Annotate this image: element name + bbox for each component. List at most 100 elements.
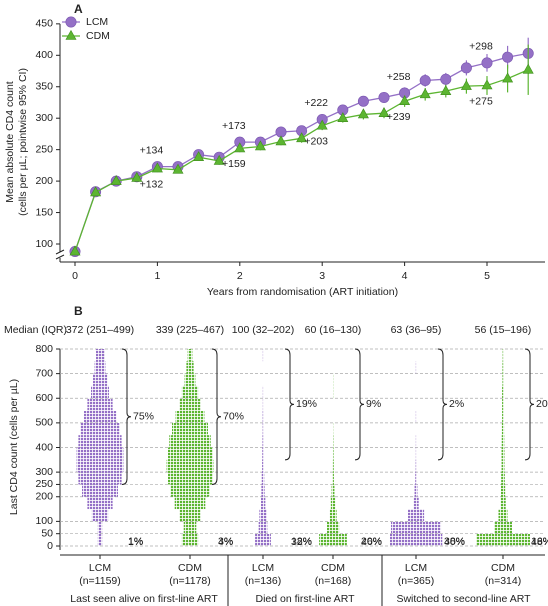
change-label: +275 (469, 95, 493, 107)
pct-label: 3% (218, 535, 233, 547)
brace (354, 348, 365, 461)
y-tick-label: 0 (47, 540, 53, 552)
dot-strip (172, 422, 208, 436)
dot-strip (332, 435, 334, 448)
group-n: (n=168) (315, 575, 351, 587)
dot-strip (415, 472, 417, 485)
panel-label: A (74, 2, 83, 16)
x-tick-label: 4 (402, 270, 408, 282)
dot-strip (91, 509, 109, 522)
group-name: LCM (405, 562, 427, 574)
dot-strip (259, 509, 267, 522)
legend-marker (65, 16, 77, 28)
y-tick-label: 150 (35, 206, 53, 218)
dot-strip (80, 422, 120, 436)
group-name: LCM (252, 562, 274, 574)
median-label: 339 (225–467) (156, 324, 224, 336)
pct-label: 9% (366, 398, 381, 410)
median-label: 372 (251–499) (66, 324, 134, 336)
point (275, 135, 287, 146)
point (460, 80, 472, 90)
dot-strip (331, 484, 335, 497)
dot-strip (332, 447, 334, 460)
dot-strip (170, 484, 210, 497)
y-tick-label: 200 (35, 491, 53, 503)
group-name: CDM (491, 562, 515, 574)
dot-strip (390, 521, 442, 534)
point (419, 88, 431, 99)
pct-label: 75% (133, 411, 154, 423)
point (110, 174, 122, 185)
pct-label: 40% (444, 536, 465, 548)
dot-strip (501, 422, 505, 436)
legend-label: CDM (86, 30, 110, 42)
dot-strip (407, 509, 425, 522)
change-label: +132 (140, 178, 164, 190)
y-tick-label: 350 (35, 81, 53, 93)
dot-strip (187, 349, 193, 362)
change-label: +222 (304, 97, 328, 109)
dot-strip (262, 447, 264, 460)
y-axis-label: Last CD4 count (cells per µL) (8, 379, 20, 515)
point (151, 162, 163, 173)
dot-strip (501, 447, 505, 460)
dot-strip (330, 496, 336, 510)
x-axis-label: Years from randomisation (ART initiation… (207, 286, 398, 298)
outcome-label: Switched to second-line ART (396, 593, 531, 605)
median-label: 63 (36–95) (391, 324, 442, 336)
dot-strip (255, 533, 271, 546)
pct-label: 2% (449, 398, 464, 410)
dot-strip (415, 459, 417, 473)
point (131, 171, 143, 182)
dot-strip (186, 361, 194, 374)
y-tick-label: 200 (35, 175, 53, 187)
dot-strip (94, 361, 106, 374)
brace (284, 348, 295, 461)
point (357, 108, 369, 119)
outcome-label: Died on first-line ART (255, 593, 355, 605)
group-n: (n=314) (485, 575, 521, 587)
dot-strip (78, 435, 122, 448)
x-tick-label: 0 (72, 270, 78, 282)
point (69, 245, 81, 256)
legend-label: LCM (86, 16, 108, 28)
change-label: +134 (140, 144, 164, 156)
panel-label: B (74, 304, 83, 318)
dot-strip (260, 496, 266, 510)
dot-strip (181, 533, 199, 546)
dot-strip (183, 521, 197, 534)
y-tick-label: 100 (35, 515, 53, 527)
median-label: 56 (15–196) (475, 324, 532, 336)
pct-label: 16% (531, 535, 548, 547)
group-name: CDM (178, 562, 202, 574)
y-axis-label: (cells per µL; pointwise 95% CI) (17, 68, 29, 216)
dot-strip (181, 385, 199, 399)
dot-strip (261, 484, 265, 497)
pct-label: 38% (444, 535, 465, 547)
x-tick-label: 5 (484, 270, 490, 282)
group-n: (n=365) (398, 575, 434, 587)
dot-strip (501, 472, 505, 485)
dot-strip (258, 521, 268, 534)
y-tick-label: 300 (35, 112, 53, 124)
brace (437, 348, 448, 461)
y-tick-label: 600 (35, 392, 53, 404)
dot-strip (261, 472, 265, 485)
point (172, 163, 184, 174)
y-tick-label: 100 (35, 238, 53, 250)
y-tick-label: 800 (35, 343, 53, 355)
dot-strip (92, 373, 108, 386)
pct-label: 20% (536, 398, 548, 410)
dot-strip (494, 521, 512, 534)
axis-break (55, 249, 65, 260)
dot-strip (502, 398, 504, 411)
dot-strip (262, 435, 264, 448)
dot-strip (87, 398, 113, 411)
y-tick-label: 500 (35, 417, 53, 429)
point (254, 140, 266, 151)
dot-strip (476, 533, 530, 546)
median-header: Median (IQR) (4, 324, 67, 336)
point (522, 63, 534, 74)
legend-marker (65, 29, 77, 40)
